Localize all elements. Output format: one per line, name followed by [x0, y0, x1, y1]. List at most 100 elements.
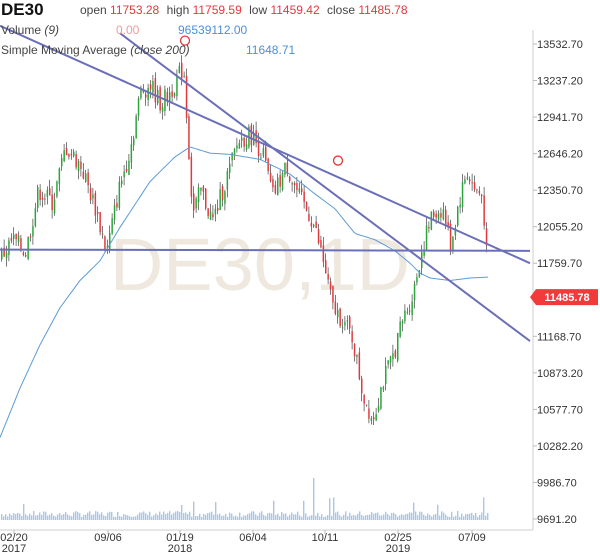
candle-body — [399, 321, 401, 337]
candle-body — [63, 150, 65, 161]
candle — [447, 215, 449, 231]
candle-body — [293, 183, 296, 186]
candle — [356, 354, 358, 365]
volume-bar — [301, 516, 303, 520]
volume-bar — [15, 514, 17, 520]
candle-body — [133, 138, 135, 146]
volume-bar — [287, 516, 289, 520]
volume-bar — [233, 516, 235, 520]
candle — [68, 153, 70, 160]
candle — [481, 193, 483, 204]
candle-body — [13, 234, 15, 239]
sma-readout: Simple Moving Average (close 200) — [1, 43, 190, 57]
volume-bar — [189, 511, 191, 520]
volume-bar — [229, 512, 231, 520]
sma-label: Simple Moving Average — [1, 43, 127, 57]
volume-bar — [131, 516, 133, 520]
candle-body — [219, 189, 221, 210]
volume-bar — [227, 516, 229, 520]
candle — [291, 181, 293, 192]
candle — [197, 183, 200, 211]
volume-bar — [401, 514, 403, 520]
volume-bar — [273, 500, 275, 520]
candle-body — [255, 130, 257, 144]
candle — [241, 129, 243, 148]
volume-bar — [119, 516, 121, 520]
candle-body — [149, 84, 152, 90]
volume-bar — [79, 513, 81, 520]
candle-body — [123, 171, 125, 178]
candle — [373, 411, 375, 426]
candle-body — [377, 406, 380, 412]
candle — [476, 188, 478, 194]
volume-bar — [193, 501, 195, 520]
candle-body — [49, 188, 51, 196]
volume-bar — [275, 514, 277, 520]
candle — [217, 199, 219, 215]
candle — [97, 206, 99, 222]
volume-bar — [409, 512, 411, 520]
candle — [341, 318, 344, 334]
candle — [27, 236, 29, 261]
time-tick-label: 09/06 — [94, 532, 122, 544]
candle-body — [346, 320, 349, 322]
volume-bar — [35, 515, 37, 520]
candle-body — [394, 350, 397, 358]
candle-body — [317, 229, 320, 244]
price-tick-label: 10577.70 — [537, 404, 583, 416]
volume-bar — [289, 514, 291, 520]
candle — [351, 325, 353, 350]
volume-bar — [367, 515, 369, 520]
candle-body — [176, 75, 178, 97]
volume-bar — [437, 504, 439, 520]
candle-body — [85, 173, 87, 182]
volume-bar — [277, 513, 279, 520]
candle — [236, 137, 238, 153]
volume-bar — [171, 514, 173, 520]
volume-bar — [141, 512, 143, 520]
volume-bar — [101, 512, 103, 520]
volume-bar — [207, 513, 209, 520]
trendline-anchor-marker — [179, 35, 191, 46]
volume-bar — [333, 497, 335, 520]
candle — [214, 204, 217, 222]
candle-body — [440, 213, 442, 218]
price-tick-label: 10873.20 — [537, 368, 583, 380]
volume-label: Volume — [1, 23, 42, 37]
candle-body — [190, 156, 193, 197]
candle — [322, 236, 325, 268]
high-label: high — [166, 3, 190, 17]
volume-change: 0.00 — [116, 23, 140, 37]
candle-body — [118, 181, 121, 209]
volume-bar — [331, 515, 333, 520]
candle-body — [39, 189, 41, 201]
volume-bar — [433, 514, 435, 520]
volume-bar — [375, 512, 377, 520]
volume-bar — [475, 513, 477, 520]
open-label: open — [80, 3, 107, 17]
candle-body — [277, 177, 279, 196]
volume-bar — [195, 516, 197, 520]
candle — [267, 157, 269, 175]
candle-body — [80, 161, 82, 169]
candle — [190, 152, 193, 204]
low-label: low — [249, 3, 268, 17]
volume-bar — [417, 515, 419, 520]
volume-bar — [347, 516, 349, 520]
volume-bar — [443, 512, 445, 520]
candle — [433, 209, 435, 220]
candle — [238, 139, 241, 149]
volume-bar — [67, 514, 69, 520]
candle — [279, 170, 281, 193]
candle — [185, 68, 188, 124]
candle — [169, 86, 171, 111]
candle-body — [20, 238, 22, 250]
volume-param: (9) — [44, 23, 60, 37]
volume-bar — [283, 513, 285, 520]
candle — [149, 80, 152, 99]
candle — [193, 186, 195, 219]
volume-bar — [337, 511, 339, 520]
volume-bar — [91, 514, 93, 520]
candle — [469, 176, 471, 185]
